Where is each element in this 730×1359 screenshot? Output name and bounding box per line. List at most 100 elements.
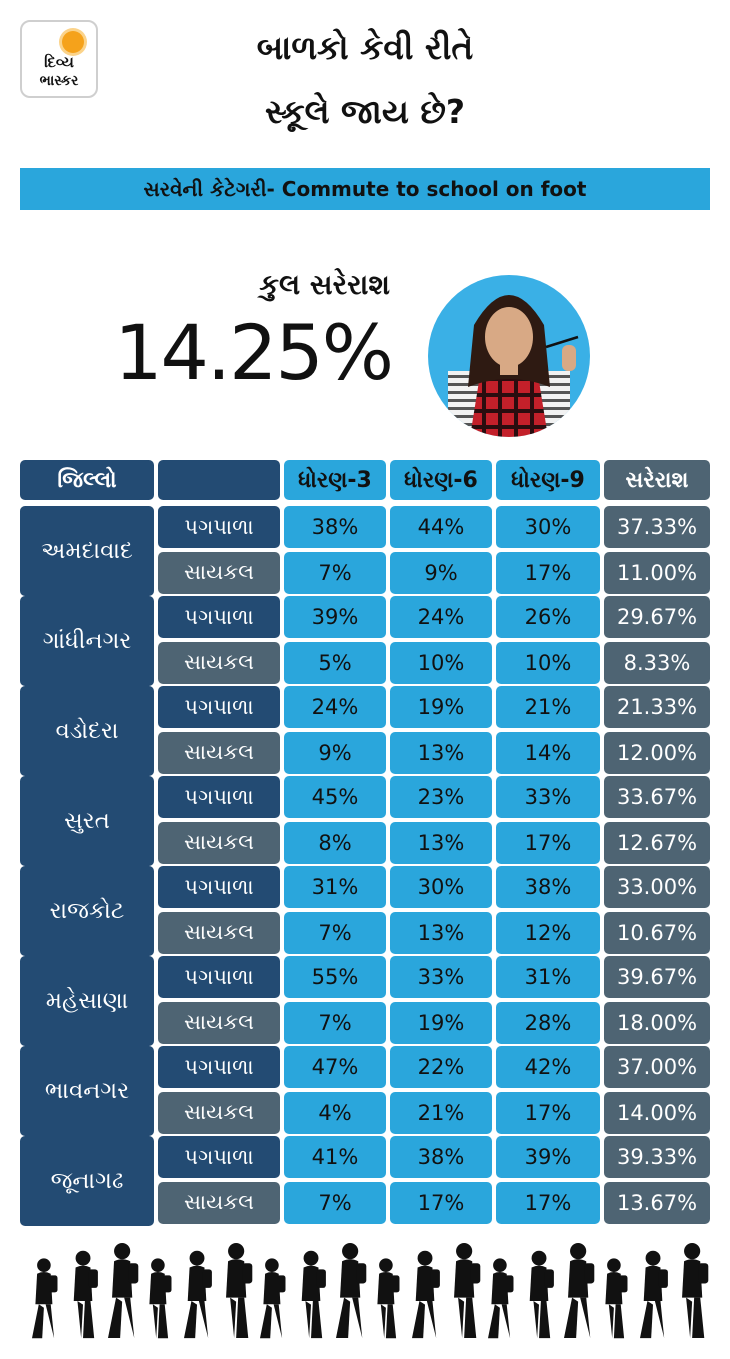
student-silhouette bbox=[184, 1250, 212, 1339]
student-silhouette bbox=[226, 1243, 253, 1338]
value-cell: 7% bbox=[284, 1181, 386, 1224]
average-cell: 10.67% bbox=[604, 911, 710, 954]
student-silhouette bbox=[336, 1243, 367, 1338]
value-cell: 31% bbox=[496, 956, 600, 998]
average-cell: 18.00% bbox=[604, 1001, 710, 1044]
value-cell: 22% bbox=[390, 1046, 492, 1088]
average-cell: 39.67% bbox=[604, 956, 710, 998]
header-average: સરેરાશ bbox=[604, 460, 710, 500]
mode-label: સાયકલ bbox=[158, 911, 280, 954]
value-cell: 5% bbox=[284, 641, 386, 684]
logo-line1: દિવ્ય bbox=[44, 53, 74, 71]
student-silhouette bbox=[454, 1243, 481, 1338]
students-silhouette-illustration bbox=[32, 1243, 709, 1339]
value-cell: 17% bbox=[496, 1091, 600, 1134]
header-grade-6: ધોરણ-6 bbox=[390, 460, 492, 500]
student-silhouette bbox=[377, 1258, 400, 1339]
mode-label: પગપાળા bbox=[158, 776, 280, 818]
average-cell: 11.00% bbox=[604, 551, 710, 594]
average-cell: 12.67% bbox=[604, 821, 710, 864]
value-cell: 21% bbox=[496, 686, 600, 728]
value-cell: 33% bbox=[390, 956, 492, 998]
average-cell: 13.67% bbox=[604, 1181, 710, 1224]
mode-label: પગપાળા bbox=[158, 506, 280, 548]
student-silhouette bbox=[301, 1250, 326, 1339]
value-cell: 38% bbox=[496, 866, 600, 908]
mode-label: સાયકલ bbox=[158, 641, 280, 684]
district-name: વડોદરા bbox=[20, 686, 154, 776]
value-cell: 24% bbox=[284, 686, 386, 728]
mode-label: પગપાળા bbox=[158, 866, 280, 908]
header-grade-3: ધોરણ-3 bbox=[284, 460, 386, 500]
average-cell: 33.67% bbox=[604, 776, 710, 818]
value-cell: 17% bbox=[496, 551, 600, 594]
value-cell: 39% bbox=[284, 596, 386, 638]
value-cell: 39% bbox=[496, 1136, 600, 1178]
average-cell: 37.00% bbox=[604, 1046, 710, 1088]
value-cell: 47% bbox=[284, 1046, 386, 1088]
student-photo bbox=[428, 275, 590, 437]
mode-label: સાયકલ bbox=[158, 551, 280, 594]
district-name: ભાવનગર bbox=[20, 1046, 154, 1136]
value-cell: 45% bbox=[284, 776, 386, 818]
average-cell: 33.00% bbox=[604, 866, 710, 908]
student-silhouette bbox=[260, 1258, 286, 1339]
value-cell: 7% bbox=[284, 1001, 386, 1044]
mode-label: પગપાળા bbox=[158, 686, 280, 728]
mode-label: સાયકલ bbox=[158, 821, 280, 864]
value-cell: 23% bbox=[390, 776, 492, 818]
district-name: જૂનાગઢ bbox=[20, 1136, 154, 1226]
value-cell: 13% bbox=[390, 911, 492, 954]
header-mode bbox=[158, 460, 280, 500]
overall-average-value: 14.25% bbox=[114, 308, 394, 397]
value-cell: 28% bbox=[496, 1001, 600, 1044]
value-cell: 13% bbox=[390, 731, 492, 774]
overall-average-label: કુલ સરેરાશ bbox=[259, 268, 390, 301]
average-cell: 12.00% bbox=[604, 731, 710, 774]
student-silhouette bbox=[32, 1258, 58, 1339]
mode-label: પગપાળા bbox=[158, 956, 280, 998]
value-cell: 30% bbox=[390, 866, 492, 908]
district-name: મહેસાણા bbox=[20, 956, 154, 1046]
district-name: રાજકોટ bbox=[20, 866, 154, 956]
category-banner: સરવેની કેટેગરી- Commute to school on foo… bbox=[20, 168, 710, 210]
mode-label: પગપાળા bbox=[158, 1046, 280, 1088]
value-cell: 4% bbox=[284, 1091, 386, 1134]
value-cell: 44% bbox=[390, 506, 492, 548]
logo-line2: ભાસ્કર bbox=[39, 73, 79, 89]
page-title-line2: સ્કૂલે જાય છે? bbox=[264, 92, 466, 131]
student-silhouette bbox=[488, 1258, 514, 1339]
value-cell: 30% bbox=[496, 506, 600, 548]
header-grade-9: ધોરણ-9 bbox=[496, 460, 600, 500]
header-district: જિલ્લો bbox=[20, 460, 154, 500]
student-silhouette bbox=[529, 1250, 554, 1339]
student-silhouette bbox=[682, 1243, 709, 1338]
average-cell: 21.33% bbox=[604, 686, 710, 728]
district-name: સુરત bbox=[20, 776, 154, 866]
value-cell: 10% bbox=[390, 641, 492, 684]
mode-label: સાયકલ bbox=[158, 1091, 280, 1134]
average-cell: 29.67% bbox=[604, 596, 710, 638]
student-silhouette bbox=[640, 1250, 668, 1339]
mode-label: પગપાળા bbox=[158, 1136, 280, 1178]
value-cell: 24% bbox=[390, 596, 492, 638]
student-silhouette bbox=[412, 1250, 440, 1339]
value-cell: 12% bbox=[496, 911, 600, 954]
value-cell: 38% bbox=[390, 1136, 492, 1178]
value-cell: 42% bbox=[496, 1046, 600, 1088]
average-cell: 14.00% bbox=[604, 1091, 710, 1134]
divya-bhaskar-logo: દિવ્ય ભાસ્કર bbox=[20, 20, 98, 98]
value-cell: 9% bbox=[284, 731, 386, 774]
district-name: અમદાવાદ bbox=[20, 506, 154, 596]
student-silhouette bbox=[108, 1243, 139, 1338]
student-silhouette bbox=[149, 1258, 172, 1339]
value-cell: 26% bbox=[496, 596, 600, 638]
student-silhouette bbox=[605, 1258, 628, 1339]
mode-label: સાયકલ bbox=[158, 1001, 280, 1044]
value-cell: 33% bbox=[496, 776, 600, 818]
student-silhouette bbox=[564, 1243, 595, 1338]
value-cell: 19% bbox=[390, 1001, 492, 1044]
value-cell: 41% bbox=[284, 1136, 386, 1178]
mode-label: સાયકલ bbox=[158, 1181, 280, 1224]
average-cell: 39.33% bbox=[604, 1136, 710, 1178]
